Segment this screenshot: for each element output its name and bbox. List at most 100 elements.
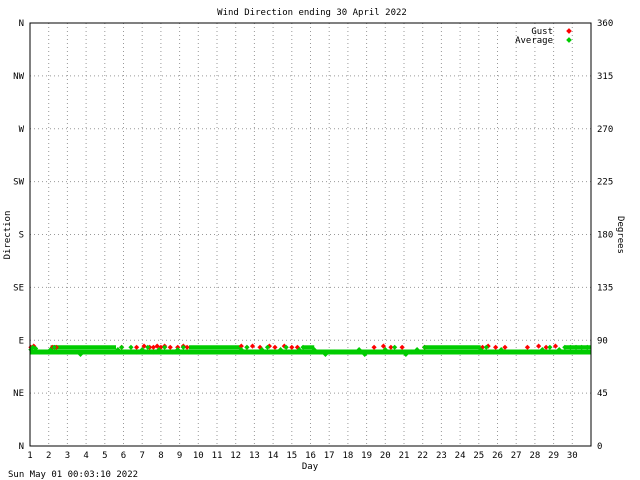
x-tick-label: 21 xyxy=(399,451,410,461)
y-tick-label-right: 45 xyxy=(597,389,608,399)
gust-point xyxy=(289,344,295,350)
average-point xyxy=(77,351,84,357)
x-tick-label: 2 xyxy=(46,451,51,461)
average-point xyxy=(139,347,145,353)
legend-label-average: Average xyxy=(515,36,553,46)
x-tick-label: 20 xyxy=(380,451,391,461)
y-tick-label-left: N xyxy=(19,19,24,29)
gust-point xyxy=(257,344,263,350)
x-tick-label: 1 xyxy=(27,451,32,461)
average-point xyxy=(332,349,338,355)
average-point xyxy=(397,349,403,355)
average-point xyxy=(180,344,186,350)
y-tick-label-right: 90 xyxy=(597,336,608,346)
average-point xyxy=(528,349,534,355)
y-axis-label-left: Direction xyxy=(3,211,13,260)
average-point xyxy=(567,344,574,350)
average-point xyxy=(47,347,54,353)
x-tick-label: 5 xyxy=(102,451,107,461)
y-tick-label-left: W xyxy=(19,125,25,135)
average-point xyxy=(277,347,284,353)
average-point xyxy=(33,345,39,352)
x-tick-label: 17 xyxy=(324,451,335,461)
y-tick-label-left: SW xyxy=(13,178,24,188)
y-tick-label-left: N xyxy=(19,442,24,452)
average-point xyxy=(244,344,250,350)
y-tick-label-right: 180 xyxy=(597,231,613,241)
average-point xyxy=(150,349,157,355)
average-point xyxy=(28,347,34,353)
average-point xyxy=(483,344,489,350)
x-tick-label: 8 xyxy=(158,451,163,461)
average-point xyxy=(517,349,523,355)
average-point xyxy=(584,344,590,350)
x-axis: 1 2 3 4 5 6 7 8 9 10 11 12 13 14 15 16 17 18 19 20 21 22 23 24 2… xyxy=(27,451,577,461)
legend-marker-gust xyxy=(566,28,572,34)
y-tick-label-left: NE xyxy=(13,389,24,399)
plot-frame xyxy=(29,22,592,447)
x-tick-label: 30 xyxy=(567,451,578,461)
x-tick-label: 16 xyxy=(305,451,316,461)
average-point xyxy=(156,347,162,353)
data-series xyxy=(28,343,591,357)
chart-title: Wind Direction ending 30 April 2022 xyxy=(217,8,407,18)
y-tick-label-right: 315 xyxy=(597,72,613,82)
x-tick-label: 14 xyxy=(268,451,279,461)
average-point xyxy=(264,344,271,350)
average-point xyxy=(162,344,168,350)
average-point xyxy=(119,344,125,350)
grid xyxy=(30,23,591,446)
legend-marker-average xyxy=(566,37,572,43)
average-point xyxy=(317,349,323,355)
average-point xyxy=(115,347,121,353)
gust-point xyxy=(479,344,486,350)
gust-point xyxy=(294,344,301,350)
x-tick-label: 13 xyxy=(249,451,260,461)
average-point xyxy=(251,349,257,355)
x-tick-label: 7 xyxy=(139,451,144,461)
average-point xyxy=(373,349,379,355)
gust-point xyxy=(238,343,244,349)
gust-point xyxy=(184,344,190,350)
x-tick-label: 18 xyxy=(342,451,353,461)
legend: Gust Average xyxy=(515,27,572,46)
average-point xyxy=(345,349,351,355)
average-point xyxy=(51,344,57,350)
x-tick-label: 23 xyxy=(436,451,447,461)
x-tick-label: 19 xyxy=(361,451,372,461)
y-tick-label-left: NW xyxy=(13,72,24,82)
average-point xyxy=(579,344,585,350)
average-point xyxy=(551,349,557,355)
gust-point xyxy=(536,343,542,349)
average-point xyxy=(311,347,317,353)
gust-point xyxy=(249,343,256,349)
x-tick-label: 4 xyxy=(83,451,88,461)
x-tick-label: 27 xyxy=(511,451,522,461)
x-tick-label: 3 xyxy=(65,451,70,461)
y-tick-label-right: 0 xyxy=(597,442,602,452)
average-point xyxy=(382,347,388,353)
average-point xyxy=(362,351,368,357)
gust-point xyxy=(399,344,405,350)
x-tick-label: 12 xyxy=(230,451,241,461)
average-point xyxy=(539,347,545,353)
gust-point xyxy=(388,344,394,350)
gust-point xyxy=(524,344,531,350)
gust-point xyxy=(272,344,278,350)
gust-point xyxy=(502,344,508,350)
average-point xyxy=(186,349,192,355)
x-tick-label: 11 xyxy=(212,451,223,461)
average-point xyxy=(133,349,140,355)
gust-point xyxy=(133,344,140,350)
average-point xyxy=(403,351,409,357)
gust-point xyxy=(167,344,173,350)
average-point xyxy=(30,344,36,350)
y-tick-label-right: 360 xyxy=(597,19,613,29)
average-point xyxy=(356,347,362,353)
y-axis-left: N NE E SE S SW W NW N xyxy=(13,19,24,452)
average-point xyxy=(259,347,265,353)
x-tick-label: 9 xyxy=(177,451,182,461)
average-point xyxy=(498,347,504,353)
average-point xyxy=(414,347,420,353)
average-point xyxy=(122,349,128,355)
